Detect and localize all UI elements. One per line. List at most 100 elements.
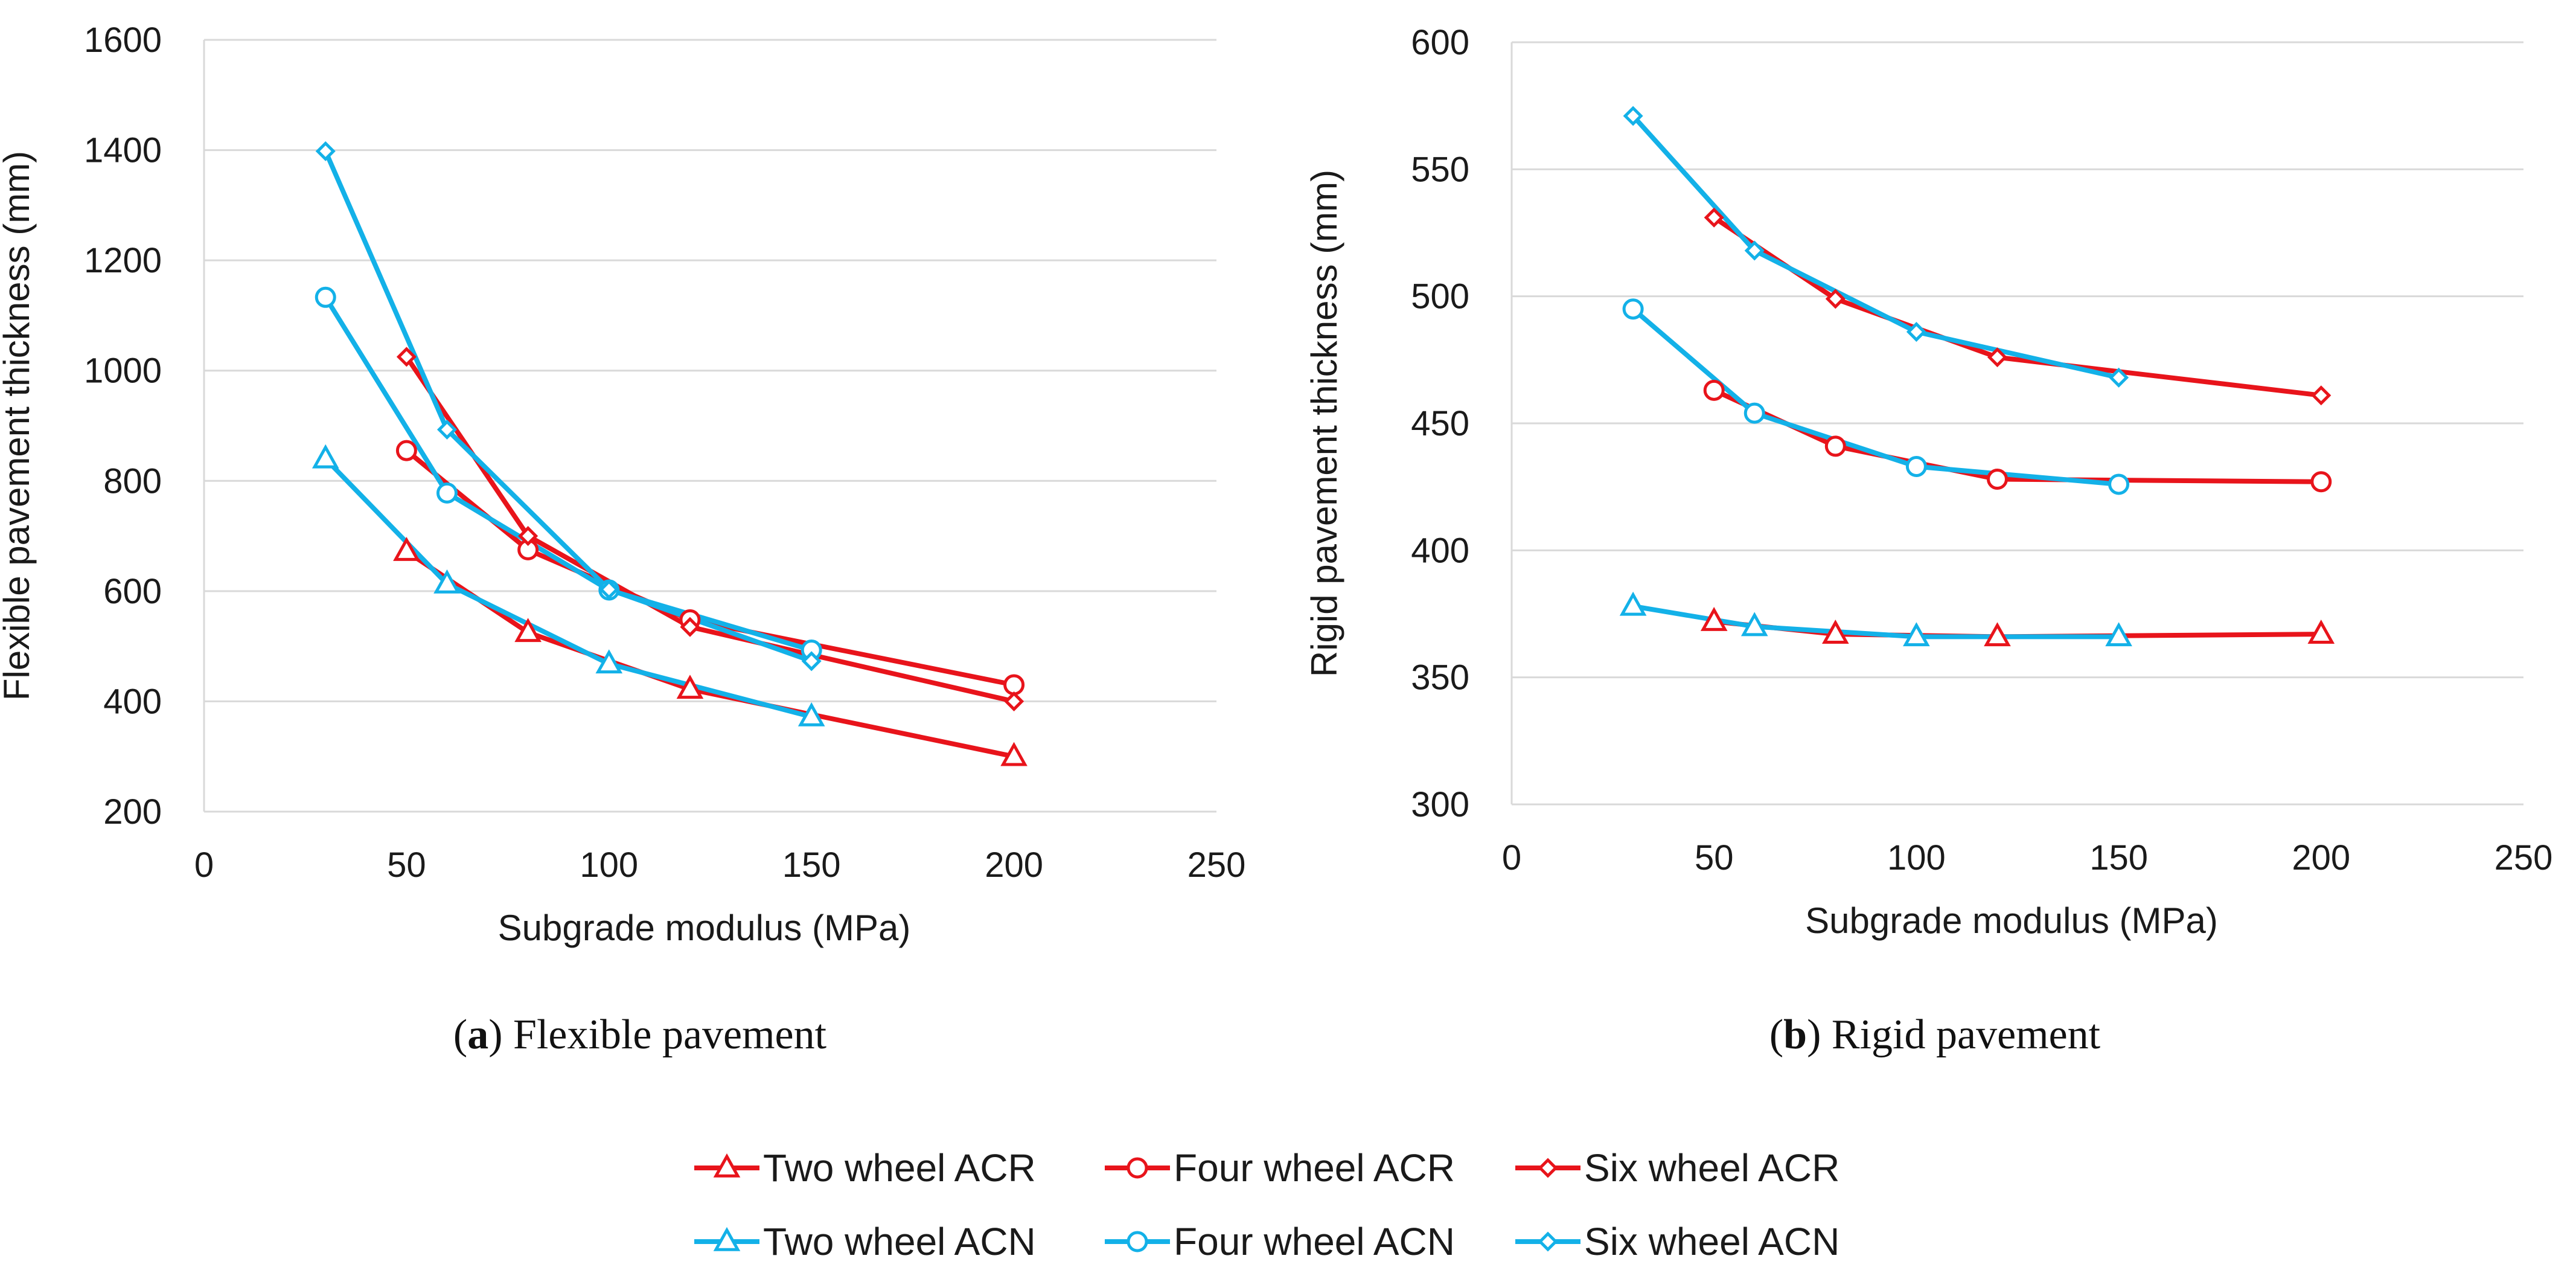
panel-rigid-pavement: 300 350 400 450 500 550 600 0 50 100 150 200 250 Subg… <box>1304 23 2552 941</box>
legend-label: Two wheel ACR <box>763 1146 1036 1190</box>
flexible-point-two-wheel-acn <box>797 702 825 726</box>
rigid-point-four-wheel-acn <box>2108 473 2130 495</box>
rigid-y-tick-label: 500 <box>1411 277 1469 316</box>
legend-label: Six wheel ACN <box>1584 1220 1839 1263</box>
rigid-point-two-wheel-acn <box>2105 622 2132 647</box>
rigid-x-tick-label: 100 <box>1887 838 1946 877</box>
flexible-x-tick-label: 50 <box>387 845 426 885</box>
legend-label: Four wheel ACR <box>1174 1146 1455 1190</box>
rigid-point-two-wheel-acr <box>2307 620 2335 644</box>
flexible-y-tick-label: 800 <box>103 461 162 501</box>
flexible-point-four-wheel-acr <box>1003 674 1025 696</box>
rigid-point-two-wheel-acn <box>1619 591 1647 616</box>
flexible-point-six-wheel-acn <box>599 579 619 600</box>
rigid-y-tick-label: 550 <box>1411 150 1469 189</box>
flexible-point-two-wheel-acn <box>433 569 461 594</box>
legend-marker-triangle <box>713 1227 741 1251</box>
flexible-point-six-wheel-acn <box>436 419 458 440</box>
rigid-point-two-wheel-acr <box>1822 620 1849 644</box>
flexible-x-tick-label: 250 <box>1187 845 1246 885</box>
legend-item-six-wheel-acn: Six wheel ACN <box>1515 1220 1839 1263</box>
rigid-point-two-wheel-acr <box>1984 622 2011 647</box>
flexible-y-tick-label: 200 <box>103 792 162 832</box>
flexible-point-two-wheel-acr <box>676 675 704 699</box>
flexible-y-tick-label: 1200 <box>84 241 162 280</box>
rigid-point-four-wheel-acn <box>1622 298 1644 320</box>
rigid-point-six-wheel-acr <box>1825 289 1846 309</box>
rigid-point-four-wheel-acr <box>2310 471 2332 493</box>
flexible-point-two-wheel-acr <box>393 537 420 561</box>
caption-a-text: Flexible pavement <box>513 1012 827 1058</box>
rigid-y-tick-label: 350 <box>1411 658 1469 697</box>
rigid-point-six-wheel-acr <box>1987 347 2008 368</box>
rigid-x-axis-title: Subgrade modulus (MPa) <box>1805 900 2218 941</box>
panel-flexible-pavement: 200 400 600 800 1000 1200 1400 1600 0 50 100 150 200… <box>0 21 1245 948</box>
caption-b-label: b <box>1783 1012 1807 1058</box>
legend-marker-triangle <box>713 1153 741 1178</box>
legend-label: Four wheel ACN <box>1174 1220 1455 1263</box>
rigid-y-tick-label: 450 <box>1411 404 1469 443</box>
legend-item-four-wheel-acn: Four wheel ACN <box>1105 1220 1455 1263</box>
flexible-point-four-wheel-acr <box>395 440 417 461</box>
rigid-y-tick-label: 300 <box>1411 785 1469 824</box>
flexible-point-six-wheel-acr <box>396 347 417 367</box>
flexible-y-tick-label: 600 <box>103 572 162 611</box>
flexible-point-two-wheel-acr <box>514 618 542 643</box>
flexible-y-tick-label: 400 <box>103 682 162 721</box>
legend-item-six-wheel-acr: Six wheel ACR <box>1515 1146 1839 1190</box>
flexible-point-two-wheel-acn <box>595 649 623 674</box>
rigid-y-axis-title: Rigid pavement thickness (mm) <box>1304 170 1344 677</box>
rigid-point-six-wheel-acr <box>1704 207 1724 228</box>
rigid-y-tick-label: 400 <box>1411 531 1469 570</box>
flexible-point-two-wheel-acr <box>1000 742 1028 766</box>
rigid-point-six-wheel-acn <box>1623 106 1643 126</box>
caption-b: (b) Rigid pavement <box>1769 1012 2101 1058</box>
rigid-point-four-wheel-acn <box>1905 456 1927 478</box>
flexible-y-tick-label: 1400 <box>84 131 162 170</box>
flexible-x-tick-label: 150 <box>782 845 841 885</box>
legend-item-four-wheel-acr: Four wheel ACR <box>1105 1146 1455 1190</box>
legend-marker-diamond <box>1538 1231 1558 1252</box>
legend-label: Six wheel ACR <box>1584 1146 1839 1190</box>
flexible-x-tick-label: 200 <box>985 845 1043 885</box>
rigid-x-tick-label: 0 <box>1502 838 1521 877</box>
flexible-point-four-wheel-acn <box>436 482 458 504</box>
rigid-point-four-wheel-acr <box>1703 379 1725 401</box>
rigid-point-four-wheel-acn <box>1743 402 1765 424</box>
rigid-x-tick-label: 250 <box>2495 838 2553 877</box>
flexible-x-tick-label: 0 <box>194 845 214 885</box>
rigid-point-six-wheel-acn <box>1906 322 1926 342</box>
flexible-x-tick-label: 100 <box>580 845 638 885</box>
legend: Two wheel ACR Four wheel ACR Six wheel ACR… <box>694 1146 1839 1263</box>
legend-item-two-wheel-acr: Two wheel ACR <box>694 1146 1036 1190</box>
rigid-point-two-wheel-acr <box>1700 606 1728 631</box>
rigid-x-tick-label: 200 <box>2292 838 2350 877</box>
rigid-point-four-wheel-acr <box>1986 469 2008 490</box>
flexible-point-two-wheel-acn <box>312 444 339 469</box>
flexible-series-line-six-wheel-acn <box>323 149 814 664</box>
legend-marker-diamond <box>1538 1158 1558 1178</box>
rigid-point-six-wheel-acn <box>2109 367 2129 388</box>
rigid-x-tick-label: 150 <box>2089 838 2148 877</box>
flexible-point-four-wheel-acn <box>315 286 336 308</box>
rigid-point-two-wheel-acn <box>1740 612 1768 636</box>
rigid-x-tick-label: 50 <box>1695 838 1734 877</box>
flexible-point-six-wheel-acr <box>518 526 539 547</box>
captions: (a) Flexible pavement (b) Rigid pavement <box>453 1012 2101 1058</box>
flexible-point-six-wheel-acr <box>680 617 700 637</box>
flexible-y-tick-label: 1600 <box>84 21 162 60</box>
legend-marker-circle <box>1127 1157 1148 1179</box>
flexible-point-six-wheel-acr <box>1004 691 1024 711</box>
rigid-point-six-wheel-acr <box>2311 385 2332 406</box>
flexible-x-axis-title: Subgrade modulus (MPa) <box>498 908 911 948</box>
caption-a-label: a <box>467 1012 488 1058</box>
flexible-point-six-wheel-acn <box>315 141 336 161</box>
flexible-point-six-wheel-acn <box>801 651 822 672</box>
caption-b-text: Rigid pavement <box>1832 1012 2101 1058</box>
flexible-y-axis-title: Flexible pavement thickness (mm) <box>0 151 37 701</box>
rigid-point-six-wheel-acn <box>1744 240 1765 261</box>
rigid-point-two-wheel-acn <box>1903 622 1930 647</box>
flexible-y-tick-label: 1000 <box>84 351 162 391</box>
legend-item-two-wheel-acn: Two wheel ACN <box>694 1220 1036 1263</box>
